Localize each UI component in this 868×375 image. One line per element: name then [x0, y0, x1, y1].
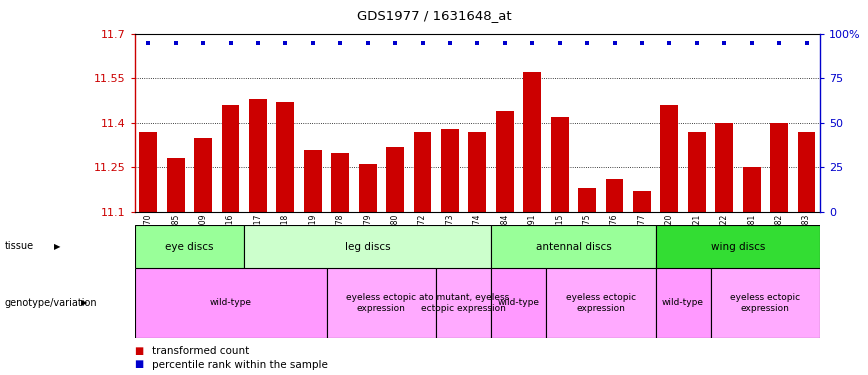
Bar [140, 132, 157, 212]
Bar [135, 268, 326, 338]
Bar [491, 268, 546, 338]
Bar [358, 164, 377, 212]
Text: wild-type: wild-type [497, 298, 540, 307]
Bar [332, 153, 349, 212]
Bar [249, 99, 266, 212]
Bar [469, 132, 486, 212]
Text: eyeless ectopic
expression: eyeless ectopic expression [566, 293, 636, 312]
Text: wild-type: wild-type [662, 298, 704, 307]
Bar [221, 105, 240, 212]
Text: ▶: ▶ [54, 242, 60, 251]
Text: leg discs: leg discs [345, 242, 391, 252]
Text: eye discs: eye discs [165, 242, 214, 252]
Text: transformed count: transformed count [152, 346, 249, 355]
Bar [661, 105, 678, 212]
Text: tissue: tissue [4, 242, 34, 251]
Bar [715, 123, 733, 212]
Text: wing discs: wing discs [711, 242, 766, 252]
Text: wild-type: wild-type [209, 298, 252, 307]
Bar [244, 225, 491, 268]
Bar [523, 72, 541, 212]
Text: ▶: ▶ [81, 298, 87, 307]
Bar [551, 117, 569, 212]
Text: ■: ■ [135, 360, 144, 369]
Bar [770, 123, 788, 212]
Bar [546, 268, 655, 338]
Bar [655, 268, 711, 338]
Text: genotype/variation: genotype/variation [4, 298, 97, 307]
Text: antennal discs: antennal discs [536, 242, 611, 252]
Text: ato mutant, eyeless
ectopic expression: ato mutant, eyeless ectopic expression [418, 293, 509, 312]
Bar [386, 147, 404, 212]
Text: eyeless ectopic
expression: eyeless ectopic expression [730, 293, 800, 312]
Bar [491, 225, 655, 268]
Bar [304, 150, 322, 212]
Bar [437, 268, 491, 338]
Bar [655, 225, 820, 268]
Bar [135, 225, 244, 268]
Text: ■: ■ [135, 346, 144, 355]
Bar [167, 159, 185, 212]
Bar [578, 188, 596, 212]
Bar [633, 191, 651, 212]
Bar [194, 138, 212, 212]
Bar [326, 268, 437, 338]
Bar [496, 111, 514, 212]
Bar [711, 268, 820, 338]
Bar [606, 179, 623, 212]
Bar [743, 167, 760, 212]
Text: GDS1977 / 1631648_at: GDS1977 / 1631648_at [357, 9, 511, 22]
Bar [277, 102, 294, 212]
Bar [688, 132, 706, 212]
Bar [798, 132, 815, 212]
Bar [414, 132, 431, 212]
Bar [441, 129, 459, 212]
Text: eyeless ectopic
expression: eyeless ectopic expression [346, 293, 417, 312]
Text: percentile rank within the sample: percentile rank within the sample [152, 360, 328, 369]
